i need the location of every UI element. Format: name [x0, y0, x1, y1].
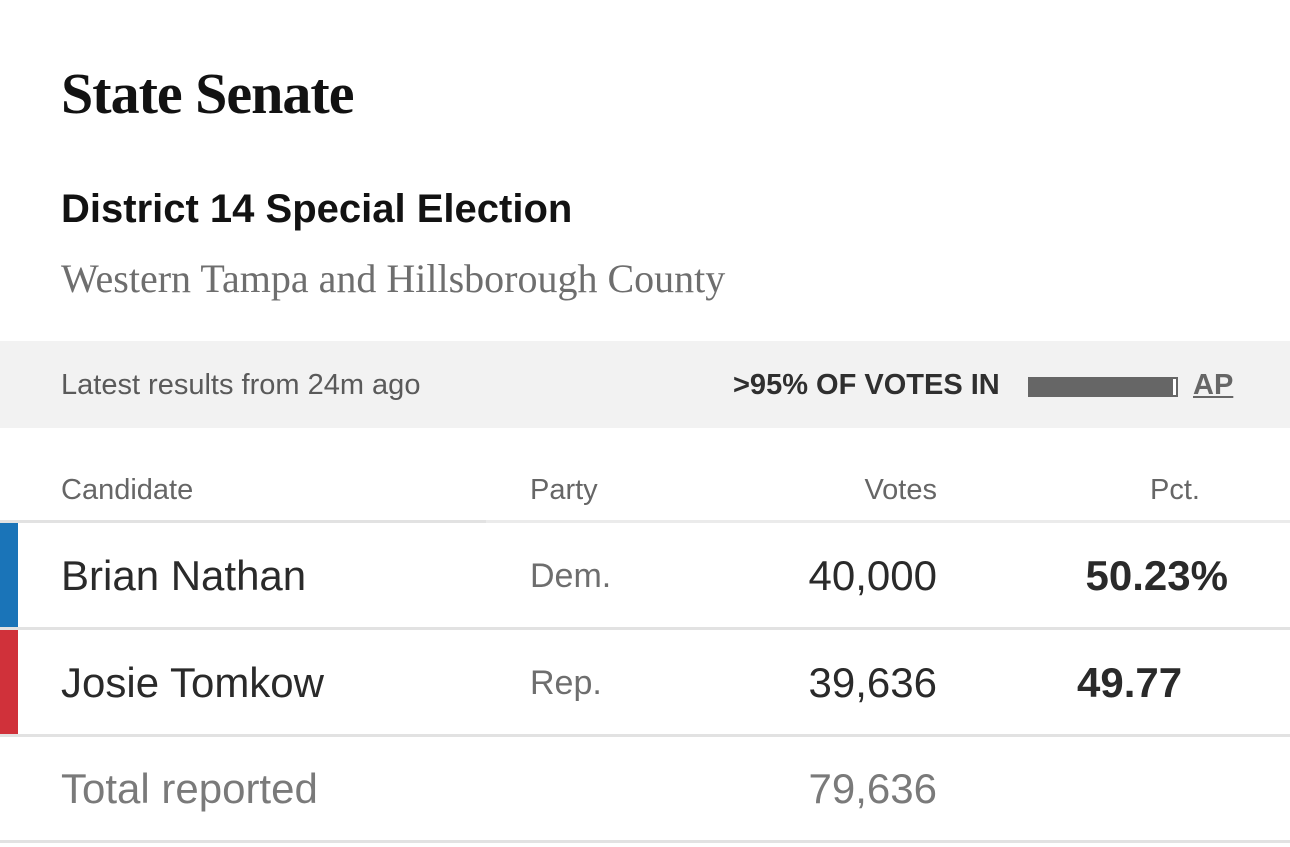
candidate-party: Dem.: [530, 557, 612, 595]
column-header-party: Party: [530, 474, 598, 506]
total-votes: 79,636: [808, 765, 937, 812]
candidate-votes: 40,000: [808, 552, 937, 599]
header-divider: [0, 520, 486, 523]
candidate-pct: 49.77: [1077, 659, 1183, 706]
candidate-name: Josie Tomkow: [61, 659, 324, 706]
row-divider: [0, 734, 1290, 737]
party-color-stripe: [0, 630, 18, 734]
candidate-votes: 39,636: [808, 659, 937, 706]
table-row: Brian Nathan Dem. 40,000 50.23%: [0, 523, 1290, 627]
last-updated-text: Latest results from 24m ago: [61, 369, 421, 401]
race-location: Western Tampa and Hillsborough County: [61, 256, 726, 301]
column-header-votes: Votes: [864, 474, 937, 506]
candidate-party: Rep.: [530, 664, 602, 702]
table-bottom-divider: [0, 840, 1290, 843]
total-label: Total reported: [61, 765, 318, 812]
candidate-name: Brian Nathan: [61, 552, 307, 599]
votes-reported-progress-bar: [1028, 377, 1178, 397]
column-header-candidate: Candidate: [61, 474, 194, 506]
header-divider: [486, 520, 1290, 523]
table-row: Josie Tomkow Rep. 39,636 49.77: [0, 630, 1290, 734]
column-header-pct: Pct.: [1150, 474, 1200, 506]
row-divider: [0, 627, 1290, 630]
candidate-pct: 50.23%: [1085, 552, 1228, 599]
ap-source-link[interactable]: AP: [1193, 369, 1234, 401]
party-color-stripe: [0, 523, 18, 627]
results-status-bar: Latest results from 24m ago >95% OF VOTE…: [0, 341, 1290, 428]
total-row: Total reported 79,636: [0, 736, 1290, 840]
race-title: District 14 Special Election: [61, 187, 573, 231]
progress-fill: [1030, 379, 1174, 395]
page-title: State Senate: [61, 61, 354, 126]
votes-reported-label: >95% OF VOTES IN: [733, 369, 1000, 401]
